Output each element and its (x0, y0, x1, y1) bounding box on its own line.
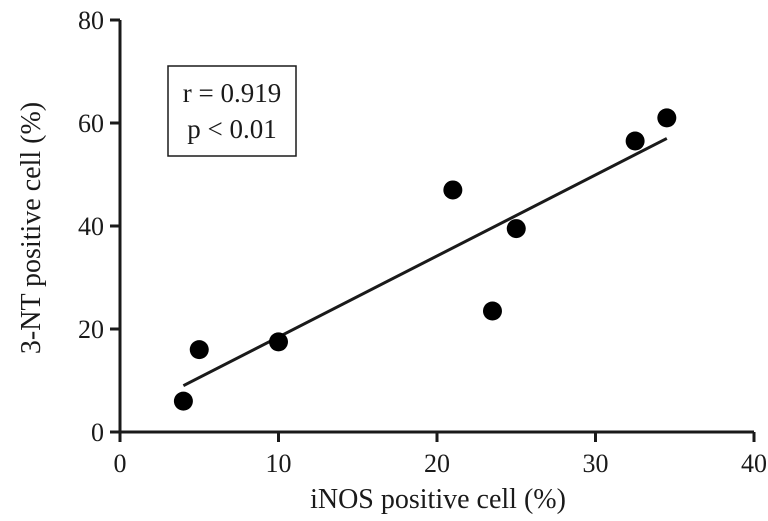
regression-line-group (182, 137, 668, 387)
stats-annotation: r = 0.919 p < 0.01 (167, 65, 297, 157)
regression-line (182, 137, 668, 387)
y-tick-label: 60 (78, 109, 104, 138)
data-point (482, 301, 502, 321)
y-tick-label: 20 (78, 315, 104, 344)
x-tick-label: 20 (424, 449, 450, 478)
data-point (657, 108, 677, 128)
data-point (443, 180, 463, 200)
annotation-r-value: r = 0.919 (183, 78, 281, 108)
x-tick-label: 0 (114, 449, 127, 478)
data-point (506, 219, 526, 239)
data-points (173, 108, 677, 411)
x-tick-label: 10 (266, 449, 292, 478)
data-point (625, 131, 645, 151)
annotation-p-value: p < 0.01 (187, 114, 276, 144)
y-tick-label: 40 (78, 212, 104, 241)
y-axis-title: 3-NT positive cell (%) (16, 102, 47, 354)
x-tick-label: 40 (741, 449, 767, 478)
axes: 0 20 40 60 80 0 10 20 30 40 (78, 6, 767, 478)
data-point (269, 332, 288, 352)
y-tick-label: 0 (91, 418, 104, 447)
annotation-box (167, 65, 297, 157)
x-axis-title: iNOS positive cell (%) (310, 484, 566, 515)
data-point (189, 340, 209, 360)
data-point (173, 391, 193, 411)
y-tick-label: 80 (78, 6, 104, 35)
x-tick-label: 30 (583, 449, 609, 478)
